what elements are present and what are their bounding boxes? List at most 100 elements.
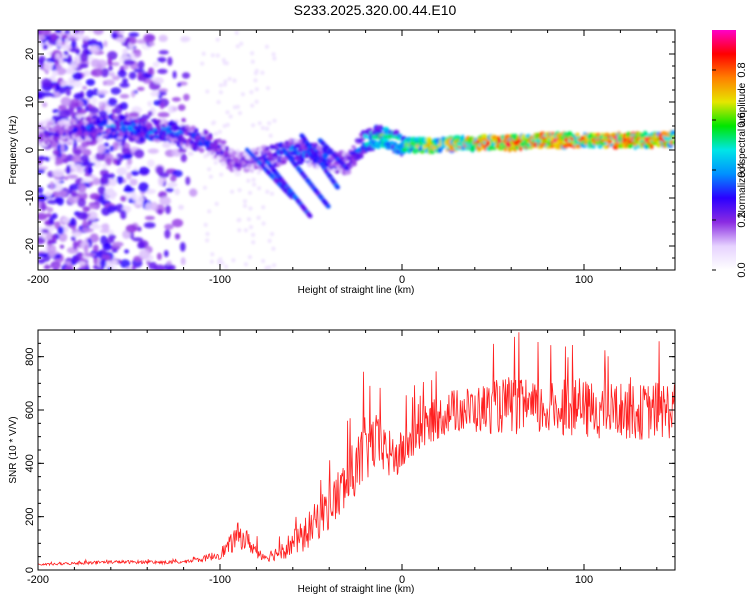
spectrogram-ridge-cell <box>140 132 145 138</box>
spectrogram-ridge-cell <box>216 155 221 161</box>
spectrogram-ridge-cell <box>209 142 214 147</box>
spectrogram-ridge-cell <box>69 118 76 124</box>
spectrogram-blob <box>104 188 115 196</box>
spectrogram-ridge-cell <box>199 147 205 153</box>
spectrogram-blob <box>126 172 132 180</box>
spectrogram-blob <box>58 104 67 111</box>
spectrogram-ridge-cell <box>156 126 162 131</box>
spectrogram-blob <box>247 255 252 260</box>
spectrogram-blob <box>123 59 135 66</box>
spectrogram-ridge-cell <box>393 129 400 136</box>
spectrogram-ridge-cell <box>315 164 320 170</box>
spectrogram-blob <box>237 188 242 193</box>
spectrogram-blob <box>265 189 270 194</box>
spectrogram-blob <box>60 96 72 107</box>
spectrogram-blob <box>54 91 61 98</box>
spectrogram-blob <box>240 92 245 97</box>
spectrogram-blob <box>51 234 56 243</box>
spectrogram-blob <box>128 111 140 118</box>
spectrogram-blob <box>57 190 68 198</box>
spectrogram-blob <box>83 244 89 254</box>
spectrogram-blob <box>235 44 240 49</box>
spectrogram-blob <box>163 250 169 258</box>
spectrogram-blob <box>63 68 76 75</box>
spectrogram-blob <box>69 48 81 53</box>
spectrogram-blob <box>61 217 71 224</box>
spectrogram-blob <box>137 226 142 232</box>
spectrogram-blob <box>82 206 91 213</box>
spectrogram-ridge-cell <box>367 128 373 131</box>
spectrogram-blob <box>55 30 62 34</box>
spectrogram-ridge-cell <box>300 158 305 163</box>
spectrogram-ridge-cell <box>597 144 604 149</box>
spectrogram-blob <box>257 121 262 126</box>
spectrogram-blob <box>257 186 262 191</box>
spectrogram-blob <box>76 211 88 220</box>
spectrogram-ridge-cell <box>392 141 398 147</box>
spectrogram-ridge-cell <box>419 149 426 154</box>
spectrogram-blob <box>90 174 96 180</box>
spectrogram-blob <box>131 191 137 201</box>
spectrogram-blob <box>49 181 55 191</box>
colorbar-tick-label: 0.2 <box>736 212 748 227</box>
spectrogram-blob <box>93 159 102 169</box>
snr-xtick-label: -200 <box>27 574 49 586</box>
spectrogram-blob <box>224 264 229 269</box>
spectrogram-blob <box>103 40 108 48</box>
spectrogram-blob <box>235 148 240 153</box>
spectrogram-blob <box>211 121 215 126</box>
spectrogram-ridge-cell <box>359 137 366 141</box>
spectrogram-ytick-label: 10 <box>24 96 36 108</box>
spectrogram-blob <box>181 117 187 123</box>
spectrogram-blob <box>265 126 270 131</box>
spectrogram-blob <box>115 37 127 43</box>
spectrogram-blob <box>271 52 276 57</box>
spectrogram-blob <box>70 80 83 88</box>
spectrogram-blob <box>41 91 52 97</box>
spectrogram-blob <box>67 194 80 204</box>
spectrogram-ridge-cell <box>269 144 277 150</box>
spectrogram-ridge-cell <box>321 152 329 159</box>
spectrogram-blob <box>138 166 150 176</box>
colorbar-tick-label: 0.6 <box>736 112 748 127</box>
spectrogram-ridge-cell <box>157 119 162 124</box>
spectrogram-ridge-cell <box>381 137 389 143</box>
spectrogram-blob <box>272 263 277 268</box>
spectrogram-blob <box>157 208 163 215</box>
spectrogram-blob <box>98 250 103 259</box>
spectrogram-ridge-cell <box>179 133 184 138</box>
spectrogram-blob <box>86 220 93 226</box>
spectrogram-blob <box>225 110 230 115</box>
spectrogram-ridge-cell <box>85 116 92 122</box>
spectrogram-blob <box>208 174 213 179</box>
spectrogram-blob <box>82 85 88 90</box>
spectrogram-blob <box>261 205 266 210</box>
spectrogram-blob <box>40 30 49 36</box>
spectrogram-blob <box>235 104 240 109</box>
spectrogram-blob <box>108 173 116 179</box>
spectrogram-blob <box>133 68 145 73</box>
spectrogram-blob <box>139 249 150 260</box>
colorbar-tick-label: 0.4 <box>736 162 748 177</box>
spectrogram-blob <box>99 176 105 186</box>
spectrogram-blob <box>65 88 71 96</box>
spectrogram-blob <box>129 36 137 45</box>
spectrogram-blob <box>38 34 46 41</box>
spectrogram-blob <box>107 57 112 64</box>
spectrogram-blob <box>41 228 49 234</box>
spectrogram-blob <box>72 72 83 81</box>
spectrogram-blob <box>122 78 128 84</box>
spectrogram-blob <box>130 90 136 98</box>
spectrogram-ridge-cell <box>132 122 136 127</box>
spectrogram-blob <box>105 238 115 244</box>
spectrogram-blob <box>82 228 94 233</box>
spectrogram-ridge-cell <box>208 133 213 138</box>
spectrogram-blob <box>125 224 138 233</box>
spectrogram-blob <box>158 34 168 43</box>
spectrogram-ridge-cell <box>481 134 488 139</box>
spectrogram-blob <box>100 235 108 245</box>
spectrogram-blob <box>143 33 156 43</box>
spectrogram-blob <box>243 228 248 233</box>
figure-title: S233.2025.320.00.44.E10 <box>294 2 457 18</box>
spectrogram-blob <box>54 253 62 259</box>
